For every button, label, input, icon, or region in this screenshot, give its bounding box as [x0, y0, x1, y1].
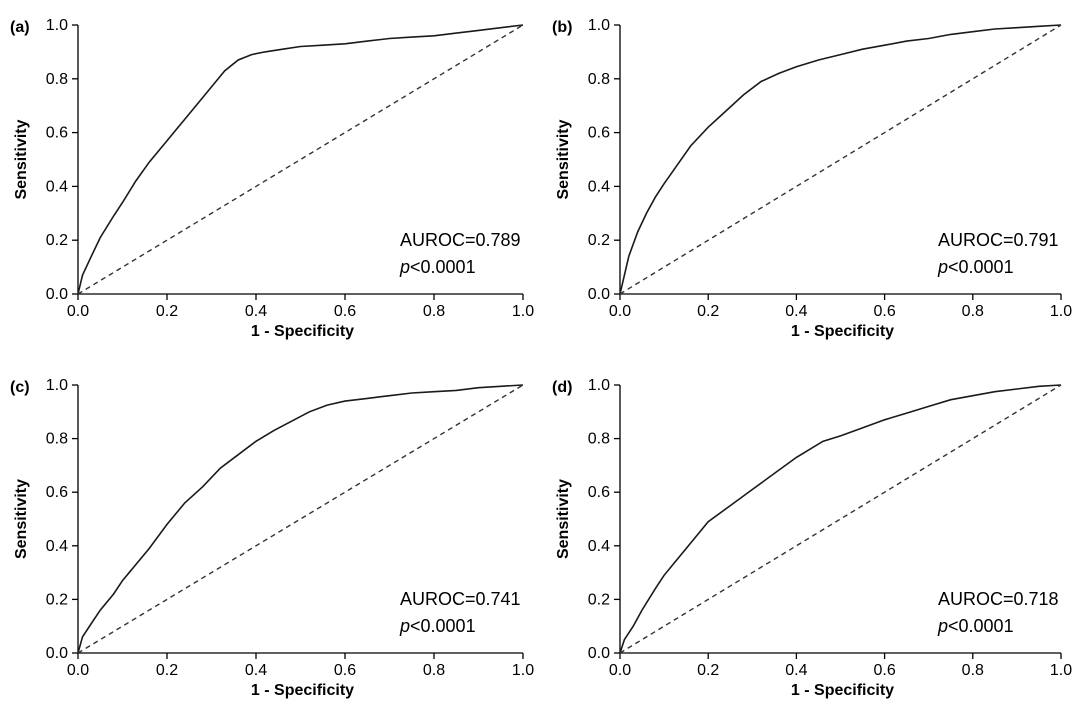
x-tick-label: 1.0: [512, 662, 534, 679]
x-tick-label: 0.8: [423, 303, 445, 320]
y-axis-title: Sensitivity: [555, 479, 572, 559]
x-axis-title: 1 - Specificity: [791, 682, 894, 699]
y-tick-label: 0.6: [588, 484, 610, 501]
y-tick-label: 0.6: [46, 484, 68, 501]
panel-label: (a): [10, 19, 30, 36]
y-tick-label: 0.0: [46, 286, 68, 303]
x-tick-label: 0.8: [962, 303, 984, 320]
panel-label: (b): [552, 19, 572, 36]
x-axis-title: 1 - Specificity: [251, 682, 354, 699]
x-tick-label: 0.0: [67, 303, 89, 320]
x-tick-label: 0.4: [245, 303, 267, 320]
x-tick-label: 0.6: [334, 662, 356, 679]
x-tick-label: 0.8: [962, 662, 984, 679]
x-tick-label: 0.2: [156, 303, 178, 320]
y-tick-label: 0.4: [46, 178, 68, 195]
y-tick-label: 1.0: [588, 377, 610, 394]
reference-diagonal-line: [619, 24, 1062, 295]
p-letter: p: [399, 257, 410, 277]
x-tick-label: 0.4: [245, 662, 267, 679]
roc-panel-a: 0.0 0.2 0.4 0.6 0.8 1.0 0.0 0.2 0.4 0.6 0.8 1.0 1 - …: [10, 17, 534, 340]
p-value-annotation: p<0.0001: [937, 257, 1014, 277]
y-tick-label: 0.0: [588, 286, 610, 303]
y-tick-label: 0.2: [46, 232, 68, 249]
x-tick-label: 0.0: [67, 662, 89, 679]
auroc-annotation: AUROC=0.741: [400, 589, 521, 609]
y-axis-title: Sensitivity: [13, 119, 30, 199]
p-letter: p: [937, 257, 948, 277]
y-tick-label: 0.8: [588, 431, 610, 448]
auroc-annotation: AUROC=0.789: [400, 230, 521, 250]
y-tick-label: 0.8: [46, 71, 68, 88]
p-value-annotation: p<0.0001: [937, 616, 1014, 636]
x-tick-label: 0.8: [423, 662, 445, 679]
x-tick-label: 1.0: [1050, 303, 1072, 320]
reference-diagonal-line: [77, 384, 524, 654]
y-tick-label: 0.2: [46, 591, 68, 608]
p-value-text: <0.0001: [948, 616, 1014, 636]
p-value-text: <0.0001: [410, 257, 476, 277]
y-tick-label: 0.2: [588, 591, 610, 608]
y-tick-label: 0.6: [46, 125, 68, 142]
x-axis-title: 1 - Specificity: [791, 323, 894, 340]
x-tick-label: 0.4: [785, 303, 807, 320]
reference-diagonal-line: [77, 24, 524, 295]
roc-curve-line: [77, 24, 524, 295]
p-value-annotation: p<0.0001: [399, 616, 476, 636]
y-tick-label: 0.4: [588, 538, 610, 555]
x-tick-label: 0.6: [873, 662, 895, 679]
roc-curve-line: [77, 384, 524, 654]
x-tick-label: 0.2: [697, 662, 719, 679]
y-tick-label: 0.8: [588, 71, 610, 88]
x-tick-label: 0.4: [785, 662, 807, 679]
auroc-annotation: AUROC=0.718: [938, 589, 1059, 609]
x-tick-label: 0.0: [609, 662, 631, 679]
y-tick-label: 0.4: [588, 178, 610, 195]
roc-curve-line: [619, 24, 1062, 295]
y-tick-label: 0.4: [46, 538, 68, 555]
y-tick-label: 0.0: [588, 645, 610, 662]
y-tick-label: 1.0: [46, 377, 68, 394]
y-tick-label: 0.8: [46, 431, 68, 448]
x-tick-label: 1.0: [512, 303, 534, 320]
y-tick-label: 0.6: [588, 125, 610, 142]
x-tick-label: 0.2: [156, 662, 178, 679]
y-tick-label: 1.0: [588, 17, 610, 34]
y-axis-title: Sensitivity: [555, 119, 572, 199]
p-letter: p: [399, 616, 410, 636]
p-value-text: <0.0001: [410, 616, 476, 636]
roc-panel-c: 0.0 0.2 0.4 0.6 0.8 1.0 0.0 0.2 0.4 0.6 0.8 1.0 1 - …: [10, 377, 534, 699]
roc-panel-d: 0.0 0.2 0.4 0.6 0.8 1.0 0.0 0.2 0.4 0.6 0.8 1.0 1 - …: [552, 377, 1072, 699]
reference-diagonal-line: [619, 384, 1062, 654]
x-tick-label: 0.0: [609, 303, 631, 320]
x-tick-label: 0.6: [334, 303, 356, 320]
y-tick-label: 0.0: [46, 645, 68, 662]
x-tick-label: 1.0: [1050, 662, 1072, 679]
panel-label: (c): [10, 379, 30, 396]
x-axis-title: 1 - Specificity: [251, 323, 354, 340]
roc-curve-line: [619, 384, 1062, 654]
y-axis-title: Sensitivity: [13, 479, 30, 559]
y-tick-label: 1.0: [46, 17, 68, 34]
roc-panel-b: 0.0 0.2 0.4 0.6 0.8 1.0 0.0 0.2 0.4 0.6 0.8 1.0 1 - …: [552, 17, 1072, 340]
p-value-annotation: p<0.0001: [399, 257, 476, 277]
p-value-text: <0.0001: [948, 257, 1014, 277]
panel-label: (d): [552, 379, 572, 396]
x-tick-label: 0.6: [873, 303, 895, 320]
x-tick-label: 0.2: [697, 303, 719, 320]
auroc-annotation: AUROC=0.791: [938, 230, 1059, 250]
y-tick-label: 0.2: [588, 232, 610, 249]
p-letter: p: [937, 616, 948, 636]
